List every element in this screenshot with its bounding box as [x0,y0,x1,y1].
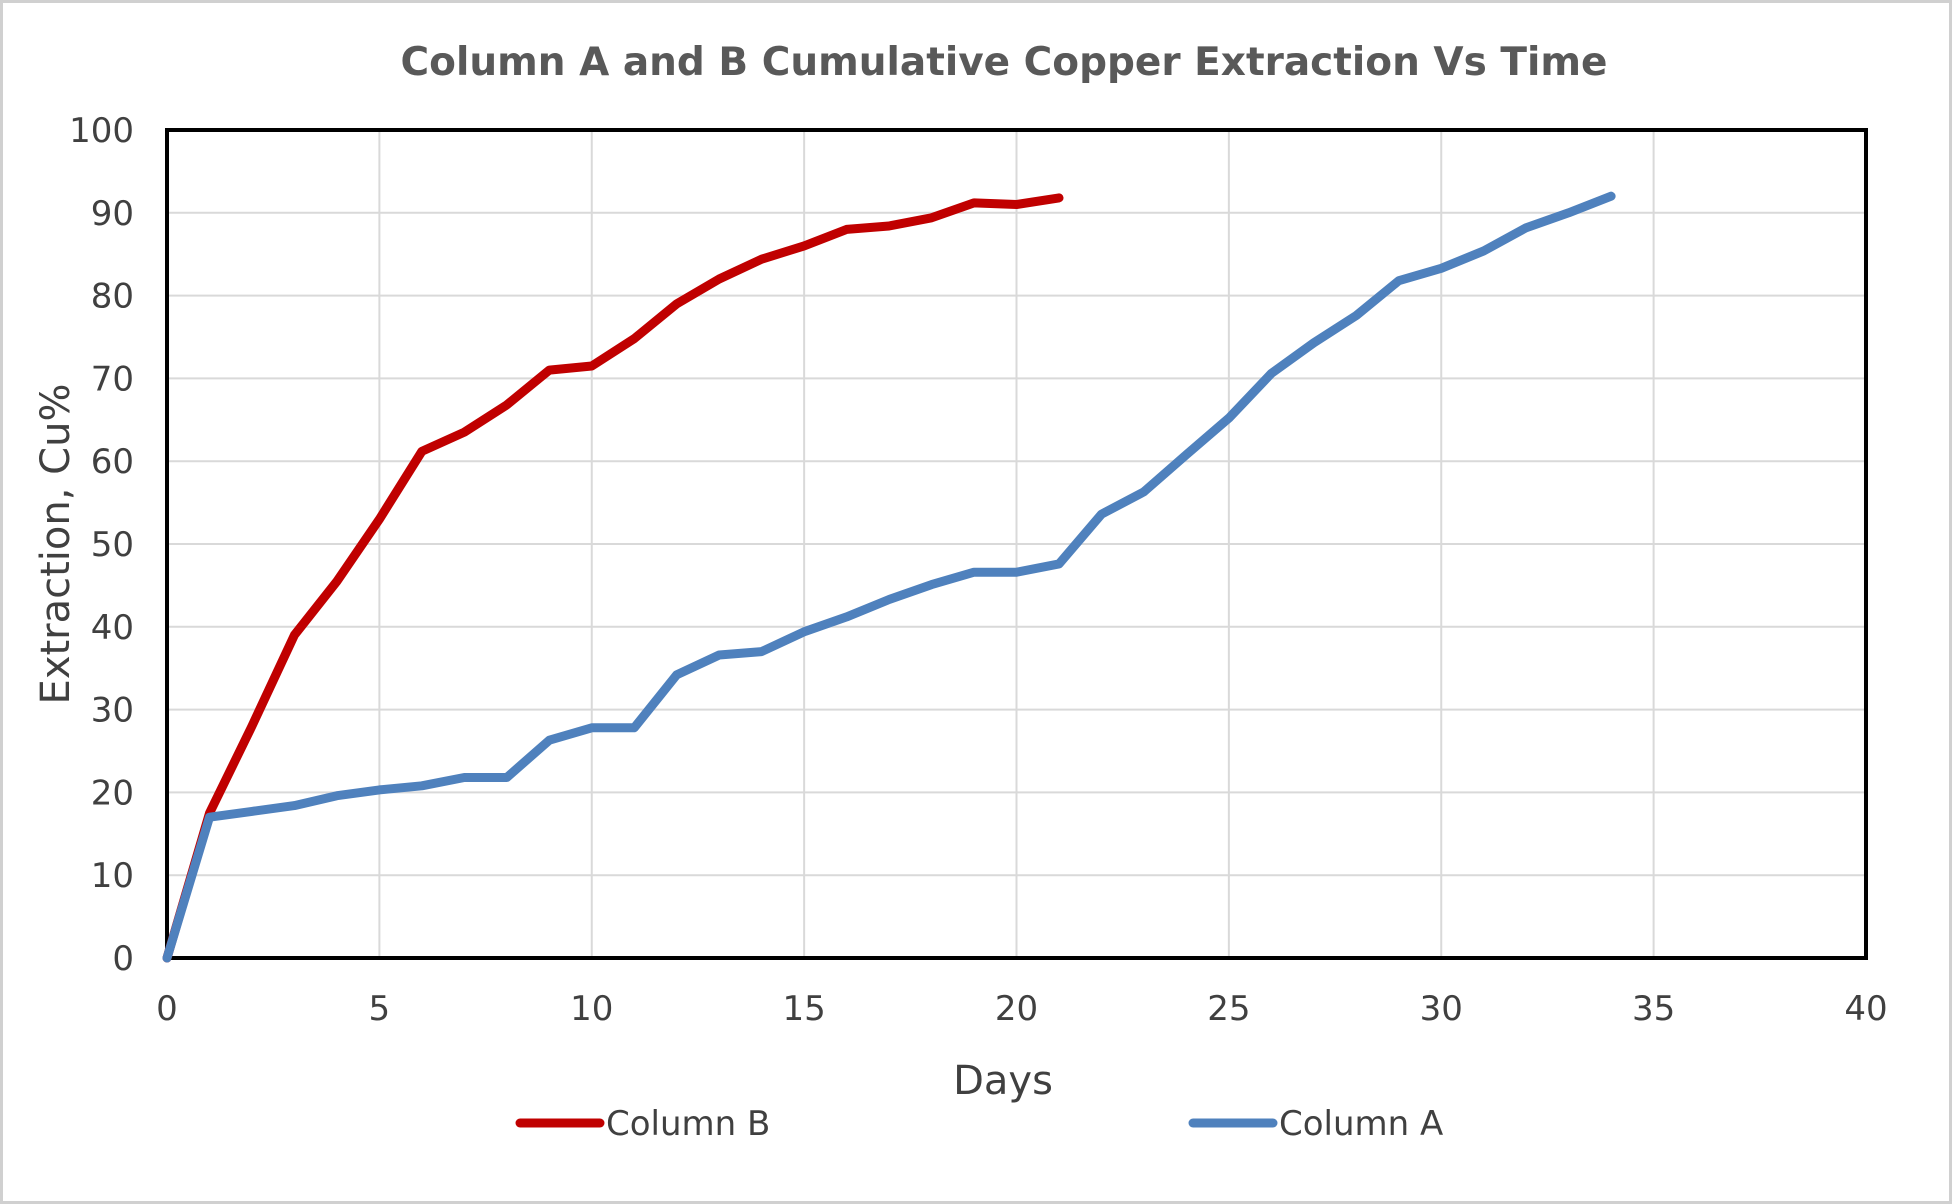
legend-label-column-a: Column A [1279,1104,1443,1144]
chart-title: Column A and B Cumulative Copper Extract… [401,40,1608,85]
y-axis-label: Extraction, Cu% [33,384,79,705]
y-tick-label: 90 [91,194,134,234]
y-tick-label: 20 [91,773,134,813]
x-tick-label: 5 [369,989,391,1029]
x-tick-label: 25 [1207,989,1250,1029]
y-axis-ticks: 0 10 20 30 40 50 60 70 80 90 100 [69,111,134,979]
plot-area-border [165,128,1868,960]
x-axis-label: Days [953,1058,1053,1104]
y-tick-label: 40 [91,608,134,648]
grid [166,129,1867,959]
x-tick-label: 0 [156,989,178,1029]
x-tick-label: 20 [995,989,1038,1029]
x-tick-label: 35 [1632,989,1675,1029]
y-tick-label: 10 [91,856,134,896]
x-tick-label: 15 [782,989,825,1029]
x-tick-label: 40 [1844,989,1887,1029]
y-tick-label: 30 [91,691,134,731]
legend: Column B Column A [515,1104,1443,1144]
series-lines [162,191,1616,963]
y-tick-label: 80 [91,277,134,317]
series-line-column-a [162,191,1616,963]
y-tick-label: 50 [91,525,134,565]
y-tick-label: 100 [69,111,134,151]
legend-label-column-b: Column B [606,1104,770,1144]
series-line-column-b [162,193,1064,963]
x-axis-ticks: 0 5 10 15 20 25 30 35 40 [156,989,1887,1029]
y-tick-label: 70 [91,359,134,399]
y-tick-label: 0 [112,939,134,979]
x-tick-label: 30 [1420,989,1463,1029]
x-tick-label: 10 [570,989,613,1029]
y-tick-label: 60 [91,442,134,482]
